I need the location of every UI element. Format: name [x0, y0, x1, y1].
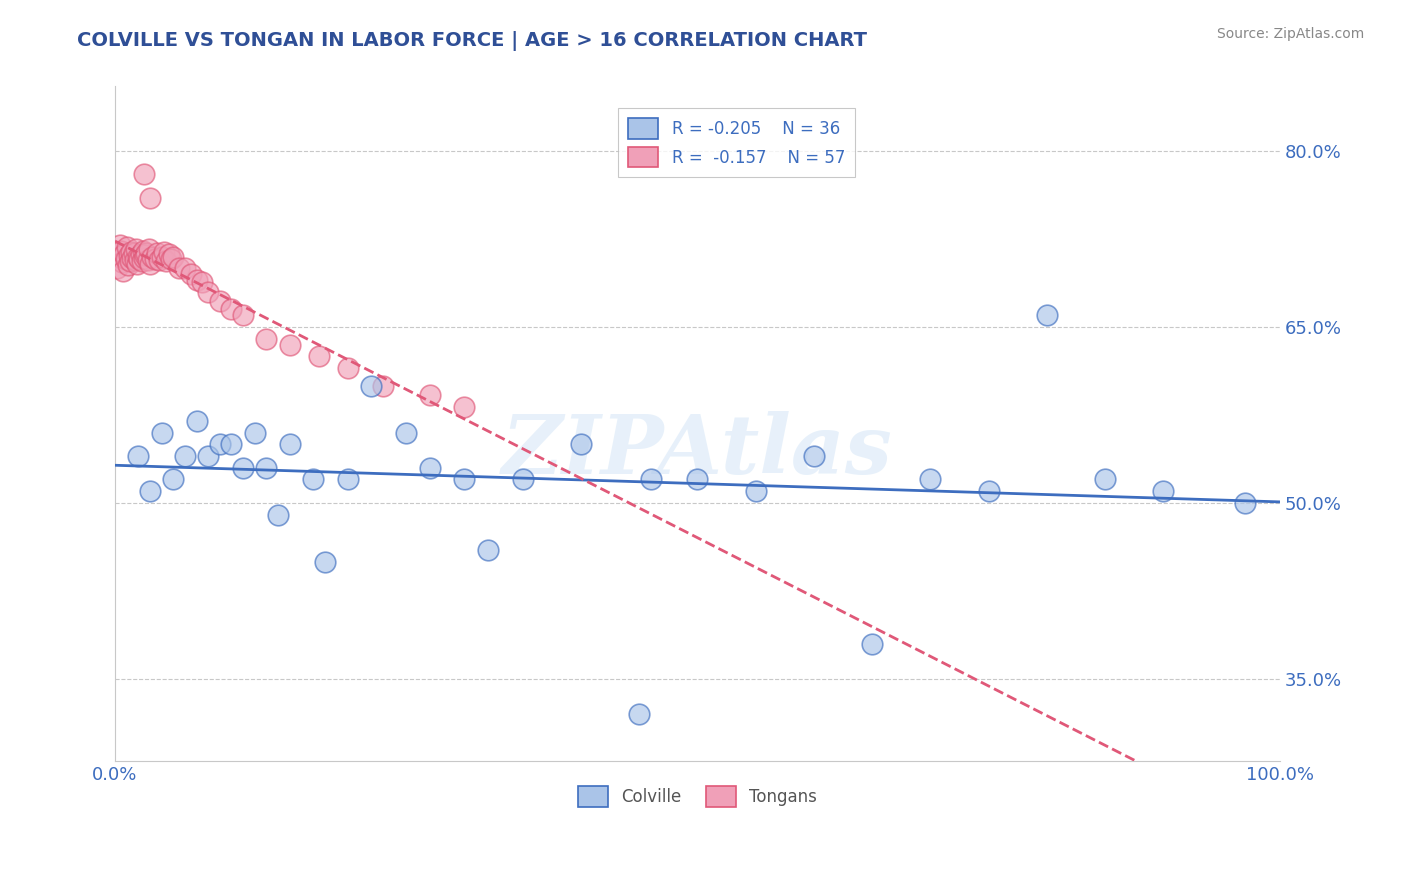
Point: [146, 246, 169, 260]
Point: [686, 473, 709, 487]
Point: [243, 425, 266, 440]
Point: [1036, 308, 1059, 322]
Point: [121, 251, 143, 265]
Point: [127, 256, 149, 270]
Point: [128, 252, 150, 266]
Point: [197, 449, 219, 463]
Point: [477, 542, 499, 557]
Point: [208, 294, 231, 309]
Point: [208, 437, 231, 451]
Point: [314, 555, 336, 569]
Point: [120, 244, 142, 259]
Point: [112, 263, 135, 277]
Point: [117, 258, 139, 272]
Point: [418, 388, 440, 402]
Point: [453, 400, 475, 414]
Point: [122, 246, 145, 260]
Point: [191, 276, 214, 290]
Legend: Colville, Tongans: Colville, Tongans: [571, 780, 824, 814]
Point: [453, 473, 475, 487]
Point: [197, 285, 219, 299]
Point: [278, 337, 301, 351]
Point: [174, 261, 197, 276]
Point: [157, 247, 180, 261]
Point: [628, 707, 651, 722]
Point: [232, 308, 254, 322]
Point: [302, 473, 325, 487]
Point: [162, 473, 184, 487]
Point: [134, 251, 156, 265]
Point: [141, 250, 163, 264]
Point: [139, 256, 162, 270]
Point: [139, 484, 162, 499]
Point: [920, 473, 942, 487]
Text: COLVILLE VS TONGAN IN LABOR FORCE | AGE > 16 CORRELATION CHART: COLVILLE VS TONGAN IN LABOR FORCE | AGE …: [77, 31, 868, 51]
Point: [148, 253, 170, 268]
Point: [114, 252, 136, 266]
Point: [336, 361, 359, 376]
Point: [110, 244, 132, 258]
Point: [744, 484, 766, 499]
Point: [1233, 496, 1256, 510]
Point: [180, 267, 202, 281]
Point: [167, 261, 190, 276]
Point: [132, 244, 155, 258]
Point: [256, 332, 278, 346]
Point: [1094, 473, 1116, 487]
Point: [256, 460, 278, 475]
Point: [150, 250, 173, 264]
Point: [278, 437, 301, 451]
Point: [129, 247, 152, 261]
Point: [221, 302, 243, 317]
Point: [125, 243, 148, 257]
Point: [111, 255, 134, 269]
Point: [155, 254, 177, 268]
Point: [153, 244, 176, 259]
Point: [131, 254, 153, 268]
Point: [860, 637, 883, 651]
Point: [569, 437, 592, 451]
Point: [134, 248, 156, 262]
Point: [143, 252, 166, 266]
Point: [1152, 484, 1174, 499]
Point: [308, 349, 330, 363]
Point: [124, 253, 146, 268]
Point: [134, 167, 156, 181]
Point: [105, 261, 128, 276]
Point: [418, 460, 440, 475]
Point: [139, 191, 162, 205]
Point: [221, 437, 243, 451]
Point: [186, 273, 208, 287]
Text: Source: ZipAtlas.com: Source: ZipAtlas.com: [1216, 27, 1364, 41]
Text: ZIPAtlas: ZIPAtlas: [502, 410, 893, 491]
Point: [803, 449, 825, 463]
Point: [186, 414, 208, 428]
Point: [640, 473, 662, 487]
Point: [127, 250, 149, 264]
Point: [174, 449, 197, 463]
Point: [977, 484, 1000, 499]
Point: [138, 243, 160, 257]
Point: [232, 460, 254, 475]
Point: [120, 254, 142, 268]
Point: [162, 250, 184, 264]
Point: [118, 248, 141, 262]
Point: [108, 237, 131, 252]
Point: [267, 508, 290, 522]
Point: [107, 250, 129, 264]
Point: [336, 473, 359, 487]
Point: [150, 425, 173, 440]
Point: [512, 473, 534, 487]
Point: [115, 240, 138, 254]
Point: [371, 378, 394, 392]
Point: [160, 252, 183, 266]
Point: [395, 425, 418, 440]
Point: [127, 449, 149, 463]
Point: [136, 253, 159, 268]
Point: [135, 246, 157, 260]
Point: [112, 247, 135, 261]
Point: [360, 378, 382, 392]
